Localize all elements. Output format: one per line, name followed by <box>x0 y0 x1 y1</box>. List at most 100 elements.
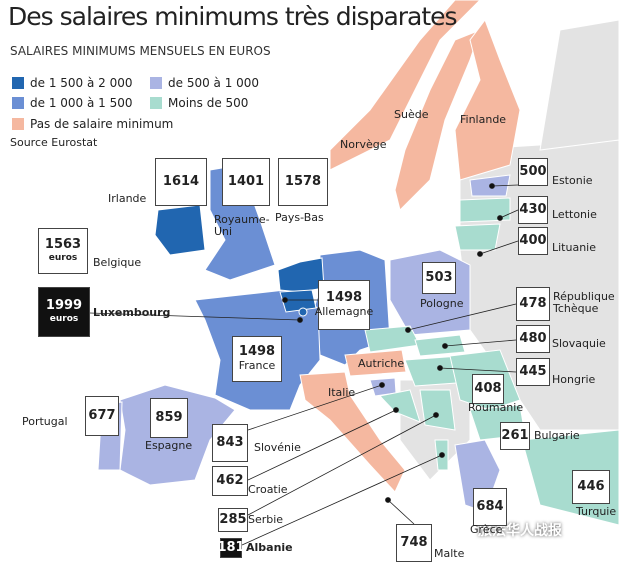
legend-swatch <box>12 118 24 130</box>
value-label: 181 <box>217 539 245 555</box>
country-label: Lettonie <box>552 208 597 221</box>
value-label: 1614 <box>162 173 200 189</box>
country-label: Belgique <box>93 256 142 269</box>
country-shape <box>459 197 511 223</box>
value-box: 1999 euros <box>38 287 90 337</box>
country-label: Royaume-Uni <box>214 213 270 239</box>
value-label: 748 <box>400 534 428 550</box>
value-label: 843 <box>216 434 244 450</box>
value-box: 261 <box>500 422 530 450</box>
value-box: 462 <box>212 466 248 496</box>
value-label: 1563 <box>44 237 82 253</box>
country-label: Slovaquie <box>552 337 606 350</box>
value-box: 480 <box>516 325 550 353</box>
leader-dot <box>385 497 391 503</box>
legend-label: Moins de 500 <box>168 96 249 110</box>
countries <box>97 0 619 526</box>
leader-dot <box>379 382 385 388</box>
value-label: 462 <box>216 472 244 488</box>
country-shape <box>298 307 308 317</box>
leader-dot <box>297 317 303 323</box>
leader-dot <box>433 412 439 418</box>
value-label: 478 <box>519 295 547 311</box>
value-box: 181 <box>217 538 245 558</box>
country-label: Norvège <box>340 138 387 151</box>
legend-item: Moins de 500 <box>150 96 248 110</box>
country-label: Malte <box>434 547 465 560</box>
value-label: 446 <box>577 478 605 494</box>
value-label: 500 <box>519 163 547 179</box>
leader-line <box>387 499 415 525</box>
leader-line <box>479 240 519 255</box>
leader-dot <box>497 215 503 221</box>
value-label: 480 <box>519 330 547 346</box>
legend-swatch <box>150 77 162 89</box>
country-label: Hongrie <box>552 373 596 386</box>
leader-dot <box>282 297 288 303</box>
value-box: 1498 Allemagne <box>315 280 373 330</box>
country-label: Croatie <box>248 483 288 496</box>
country-shape <box>414 334 466 357</box>
country-label: Allemagne <box>314 305 374 319</box>
value-label: 1498 <box>238 344 276 360</box>
country-label: Serbie <box>248 513 284 526</box>
country-label: Portugal <box>22 415 68 428</box>
value-box: 445 <box>516 358 550 386</box>
country-label: Roumanie <box>468 401 524 414</box>
legend-item: de 1 000 à 1 500 <box>12 96 133 110</box>
country-shape <box>454 18 521 181</box>
country-shape <box>419 389 456 431</box>
country-shape <box>329 0 481 171</box>
leader-line <box>491 184 519 187</box>
leader-dot <box>442 343 448 349</box>
source: Source Eurostat <box>10 136 98 149</box>
leader-dot <box>393 407 399 413</box>
legend-label: de 1 000 à 1 500 <box>30 96 133 110</box>
value-box: 684 <box>473 488 507 526</box>
country-label: Luxembourg <box>93 306 171 319</box>
leader-dot <box>439 452 445 458</box>
value-box: 748 <box>396 524 432 562</box>
value-box: 1563 euros <box>38 228 88 274</box>
unit-label: euros <box>49 314 79 325</box>
leader-line <box>89 312 301 321</box>
leader-line <box>439 367 517 373</box>
value-box: 503 <box>422 262 456 294</box>
country-label: Autriche <box>358 357 405 370</box>
unit-label: euros <box>48 253 78 264</box>
leader-line <box>241 454 443 546</box>
value-label: 859 <box>155 409 183 425</box>
value-box: 430 <box>518 196 548 224</box>
value-label: 677 <box>88 407 116 423</box>
legend-label: Pas de salaire minimum <box>30 117 174 131</box>
country-label: Turquie <box>576 505 617 518</box>
title: Des salaires minimums très disparates <box>8 2 458 31</box>
watermark: 旅法华人战报 <box>478 523 562 539</box>
value-box: 446 <box>572 470 610 504</box>
value-label: 445 <box>519 363 547 379</box>
value-box: 285 <box>218 508 248 532</box>
country-label: Grèce <box>470 523 503 536</box>
leader-dot <box>437 365 443 371</box>
country-label: Lituanie <box>552 241 597 254</box>
legend-swatch <box>12 97 24 109</box>
country-shape <box>344 349 407 377</box>
value-label: 1999 <box>45 298 83 314</box>
country-shape <box>394 29 481 211</box>
value-box: 500 <box>518 158 548 186</box>
legend-swatch <box>150 97 162 109</box>
legend-swatch <box>12 77 24 89</box>
country-label: Pologne <box>420 297 464 310</box>
country-shape <box>299 371 406 493</box>
value-box: 1614 <box>155 158 207 206</box>
country-label: Italie <box>328 386 356 399</box>
leader-line <box>444 339 517 347</box>
leader-line <box>499 209 519 219</box>
country-label: Suède <box>394 108 429 121</box>
country-shape <box>279 289 317 313</box>
value-label: 503 <box>425 269 453 285</box>
leader-line <box>407 303 517 331</box>
legend-label: de 500 à 1 000 <box>168 76 260 90</box>
